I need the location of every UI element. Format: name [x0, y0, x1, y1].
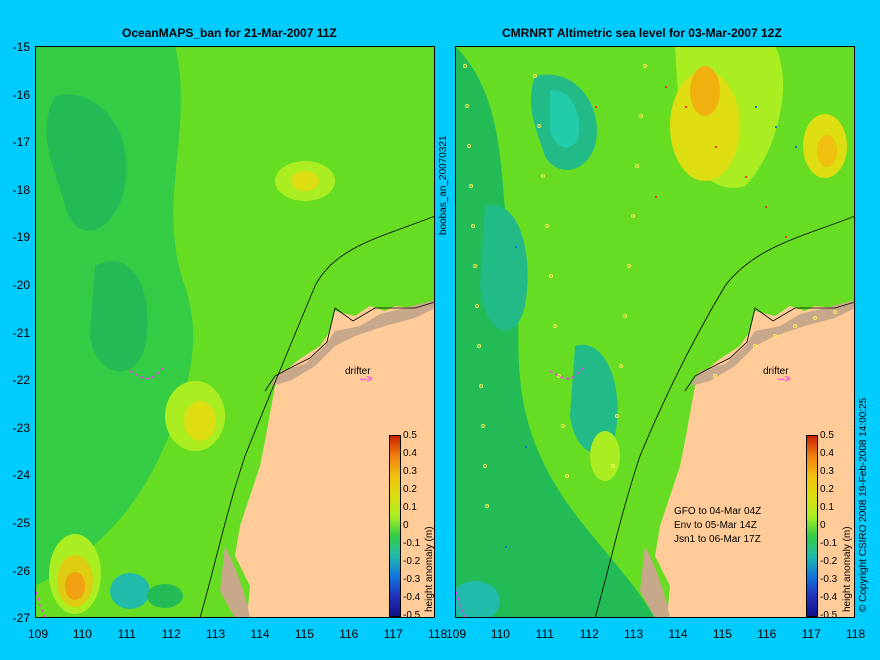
colorbar-tick-label: -0.5 [820, 610, 838, 621]
colorbar-tick-label: -0.1 [403, 538, 421, 549]
colorbar-right [806, 435, 818, 617]
x-tick-label: 112 [579, 627, 599, 641]
x-tick-label: 114 [250, 627, 270, 641]
y-tick-label: -27 [12, 611, 30, 626]
drifter-arrow-icon-left: --> [360, 374, 373, 385]
colorbar-tick-label: 0.4 [820, 448, 834, 459]
y-tick-label: -26 [12, 563, 30, 578]
drifter-arrow-icon-right: --> [778, 374, 791, 385]
x-tick-label: 112 [161, 627, 181, 641]
x-tick-label: 113 [206, 627, 226, 641]
y-tick-label: -24 [12, 468, 30, 483]
x-tick-label: 111 [117, 627, 136, 641]
right-map-title: CMRNRT Altimetric sea level for 03-Mar-2… [502, 26, 782, 40]
x-tick-label: 115 [712, 627, 732, 641]
colorbar-tick-label: -0.4 [820, 592, 838, 603]
colorbar-tick-label: -0.4 [403, 592, 421, 603]
colorbar-tick-label: -0.3 [820, 574, 838, 585]
y-tick-label: -15 [12, 40, 30, 54]
x-tick-label: 111 [535, 627, 554, 641]
colorbar-tick-label: 0.3 [820, 466, 834, 477]
y-tick-label: -19 [12, 230, 30, 245]
colorbar-tick-label: 0.1 [820, 502, 834, 513]
colorbar-tick-label: 0.4 [403, 448, 417, 459]
colorbar-tick-label: -0.5 [403, 610, 421, 621]
satellite-pass-label: GFO to 04-Mar 04Z [674, 506, 762, 517]
colorbar-tick-label: 0.3 [403, 466, 417, 477]
colorbar-label-right: height anomaly (m) [842, 526, 853, 612]
satellite-pass-label: Jsn1 to 06-Mar 17Z [674, 534, 761, 545]
drifter-label-left: drifter [345, 366, 371, 377]
y-tick-label: -17 [12, 135, 30, 150]
model-run-label: boobas_an_20070321 [438, 135, 449, 235]
colorbar-left [389, 435, 401, 617]
copyright-credit: © Copyright CSIRO 2008 19-Feb-2008 14:00… [858, 397, 869, 612]
y-tick-label: -20 [12, 278, 30, 292]
right-map-panel [455, 46, 855, 618]
y-tick-label: -18 [12, 182, 30, 197]
colorbar-tick-label: -0.2 [820, 556, 838, 567]
x-tick-label: 116 [339, 627, 359, 641]
x-tick-label: 117 [801, 627, 821, 641]
satellite-pass-label: Env to 05-Mar 14Z [674, 520, 757, 531]
x-tick-label: 118 [846, 627, 866, 641]
x-tick-label: 114 [668, 627, 688, 641]
colorbar-label-left: height anomaly (m) [424, 526, 435, 612]
drifter-label-right: drifter [763, 366, 789, 377]
colorbar-tick-label: -0.3 [403, 574, 421, 585]
colorbar-tick-label: 0.2 [403, 484, 417, 495]
x-tick-label: 110 [72, 627, 92, 641]
colorbar-tick-label: -0.1 [820, 538, 838, 549]
colorbar-tick-label: 0.2 [820, 484, 834, 495]
x-tick-label: 109 [446, 627, 467, 641]
y-tick-label: -16 [12, 87, 30, 102]
colorbar-tick-label: -0.2 [403, 556, 421, 567]
colorbar-tick-label: 0.1 [403, 502, 417, 513]
x-tick-label: 115 [294, 627, 314, 641]
x-tick-label: 118 [428, 627, 448, 641]
colorbar-tick-label: 0 [403, 520, 409, 531]
colorbar-tick-label: 0.5 [403, 430, 417, 441]
y-tick-label: -22 [12, 373, 30, 388]
colorbar-tick-label: 0 [820, 520, 826, 531]
x-tick-label: 110 [490, 627, 510, 641]
y-tick-label: -21 [12, 325, 30, 340]
y-tick-label: -25 [12, 516, 30, 530]
x-tick-label: 116 [757, 627, 777, 641]
x-tick-label: 109 [28, 627, 49, 641]
x-tick-label: 117 [383, 627, 403, 641]
y-tick-label: -23 [12, 420, 30, 435]
x-tick-label: 113 [624, 627, 644, 641]
left-map-panel [35, 46, 435, 618]
colorbar-tick-label: 0.5 [820, 430, 834, 441]
left-map-title: OceanMAPS_ban for 21-Mar-2007 11Z [122, 26, 337, 40]
